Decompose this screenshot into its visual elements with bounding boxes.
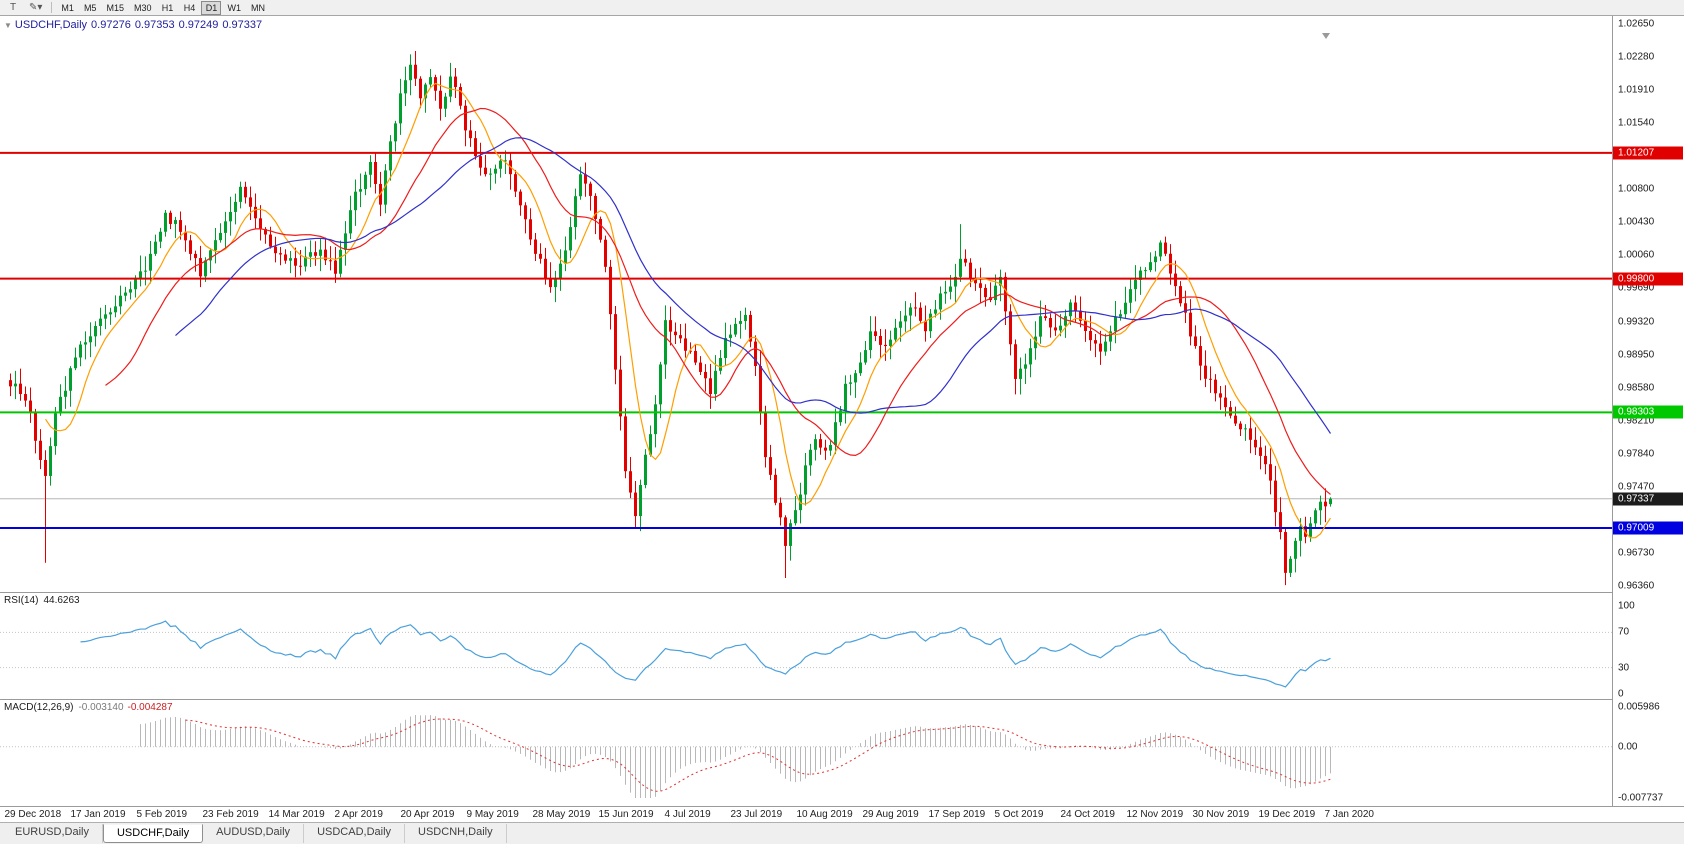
ohlc-header: ▼ USDCHF,Daily 0.97276 0.97353 0.97249 0.9733…	[4, 19, 266, 31]
date-label: 28 May 2019	[532, 809, 591, 820]
pencil-icon: ✎	[29, 1, 38, 13]
tab-usdcad-daily[interactable]: USDCAD,Daily	[304, 824, 406, 843]
macd-indicator-pane: MACD(12,26,9) -0.003140 -0.004287	[0, 699, 1612, 806]
timeframe-button-h1[interactable]: H1	[157, 1, 177, 15]
date-label: 5 Feb 2019	[136, 809, 188, 820]
macd-signal-value: -0.004287	[127, 702, 173, 713]
macd-main-value: -0.003140	[78, 702, 124, 713]
main-chart-pane: ▼ USDCHF,Daily 0.97276 0.97353 0.97249 0.9733…	[0, 16, 1612, 592]
rsi-value: 44.6263	[43, 595, 80, 606]
rsi-name: RSI(14)	[4, 595, 39, 606]
price-tick-label: 0.99320	[1618, 316, 1655, 328]
close-value: 0.97337	[222, 19, 263, 31]
price-chart-canvas[interactable]	[0, 16, 1612, 592]
price-tick-label: 0.96360	[1618, 580, 1655, 592]
date-label: 7 Jan 2020	[1324, 809, 1375, 820]
date-label: 4 Jul 2019	[664, 809, 711, 820]
rsi-indicator-pane: RSI(14) 44.6263	[0, 592, 1612, 699]
price-tick-label: 1.00060	[1618, 249, 1655, 261]
date-label: 17 Jan 2019	[70, 809, 126, 820]
date-label: 10 Aug 2019	[796, 809, 853, 820]
macd-chart-canvas[interactable]	[0, 700, 1612, 806]
price-axis[interactable]: 1.02650 1.02280 1.01910 1.01540 1.00800 1.004…	[1612, 0, 1684, 806]
time-axis[interactable]: 29 Dec 2018 17 Jan 2019 5 Feb 2019 23 Feb 2…	[0, 806, 1684, 822]
timeframe-button-d1[interactable]: D1	[201, 0, 222, 15]
dropdown-arrow-icon: ▾	[37, 1, 43, 13]
timeframe-button-mn[interactable]: MN	[247, 1, 269, 15]
current-price-label: 0.97337	[1613, 492, 1683, 506]
tab-eurusd-daily[interactable]: EURUSD,Daily	[2, 824, 103, 843]
level-price-label: 0.98303	[1613, 405, 1683, 419]
date-label: 5 Oct 2019	[994, 809, 1044, 820]
timeframe-button-m15[interactable]: M15	[102, 1, 128, 15]
low-value: 0.97249	[178, 19, 219, 31]
date-label: 24 Oct 2019	[1060, 809, 1115, 820]
date-label: 17 Sep 2019	[928, 809, 986, 820]
timeframe-buttons: M1 M5 M15 M30 H1 H4 D1 W1 MN	[56, 0, 270, 15]
symbol-label: USDCHF,Daily	[14, 19, 88, 31]
price-tick-label: 0.97840	[1618, 448, 1655, 460]
price-tick-label: 0.96730	[1618, 547, 1655, 559]
level-price-label: 1.01207	[1613, 146, 1683, 160]
chart-tools-button[interactable]: T	[3, 1, 23, 15]
price-tick-label: 1.00800	[1618, 183, 1655, 195]
open-value: 0.97276	[91, 19, 131, 31]
bottom-tab-bar: EURUSD,Daily USDCHF,Daily AUDUSD,Daily USDC…	[0, 822, 1684, 844]
price-tick-label: 1.00430	[1618, 216, 1655, 228]
top-toolbar: T ✎▾ M1 M5 M15 M30 H1 H4 D1 W1 MN	[0, 0, 1684, 16]
date-label: 12 Nov 2019	[1126, 809, 1184, 820]
macd-tick-label: 0.00	[1618, 741, 1638, 753]
line-studies-button[interactable]: ✎▾	[25, 1, 46, 15]
toolbar-separator	[51, 2, 53, 13]
timeframe-button-w1[interactable]: W1	[223, 1, 245, 15]
level-price-label: 0.99800	[1613, 272, 1683, 286]
date-label: 20 Apr 2019	[400, 809, 455, 820]
macd-tick-label: 0.005986	[1618, 701, 1660, 713]
date-label: 29 Dec 2018	[4, 809, 62, 820]
date-label: 23 Jul 2019	[730, 809, 783, 820]
price-tick-label: 0.99690	[1618, 282, 1655, 294]
price-tick-label: 0.98210	[1618, 415, 1655, 427]
macd-label: MACD(12,26,9) -0.003140 -0.004287	[4, 702, 173, 713]
ohlc-expand-icon: ▼	[4, 21, 12, 30]
rsi-label: RSI(14) 44.6263	[4, 595, 80, 606]
date-label: 9 May 2019	[466, 809, 519, 820]
price-tick-label: 0.98950	[1618, 349, 1655, 361]
date-label: 15 Jun 2019	[598, 809, 654, 820]
rsi-tick-label: 0	[1618, 688, 1624, 700]
tab-usdchf-daily[interactable]: USDCHF,Daily	[102, 824, 204, 843]
high-value: 0.97353	[134, 19, 175, 31]
date-label: 2 Apr 2019	[334, 809, 383, 820]
timeframe-button-m1[interactable]: M1	[57, 1, 78, 15]
timeframe-button-h4[interactable]: H4	[179, 1, 199, 15]
tab-usdcnh-daily[interactable]: USDCNH,Daily	[405, 824, 507, 843]
date-label: 29 Aug 2019	[862, 809, 919, 820]
macd-name: MACD(12,26,9)	[4, 702, 74, 713]
rsi-tick-label: 70	[1618, 626, 1630, 638]
price-tick-label: 1.01540	[1618, 117, 1655, 129]
rsi-tick-label: 100	[1618, 600, 1635, 612]
price-tick-label: 0.97470	[1618, 481, 1655, 493]
price-tick-label: 1.01910	[1618, 84, 1655, 96]
level-price-label: 0.97009	[1613, 521, 1683, 535]
date-label: 19 Dec 2019	[1258, 809, 1316, 820]
rsi-tick-label: 30	[1618, 662, 1630, 674]
price-tick-label: 1.02280	[1618, 51, 1655, 63]
price-tick-label: 1.02650	[1618, 18, 1655, 30]
date-label: 14 Mar 2019	[268, 809, 325, 820]
date-label: 23 Feb 2019	[202, 809, 259, 820]
rsi-chart-canvas[interactable]	[0, 593, 1612, 699]
macd-tick-label: -0.007737	[1618, 792, 1664, 804]
chart-shift-marker-icon[interactable]	[1322, 33, 1330, 39]
date-label: 30 Nov 2019	[1192, 809, 1250, 820]
t-icon: T	[9, 1, 17, 13]
timeframe-button-m30[interactable]: M30	[130, 1, 156, 15]
tab-audusd-daily[interactable]: AUDUSD,Daily	[203, 824, 305, 843]
timeframe-button-m5[interactable]: M5	[80, 1, 101, 15]
price-tick-label: 0.98580	[1618, 382, 1655, 394]
